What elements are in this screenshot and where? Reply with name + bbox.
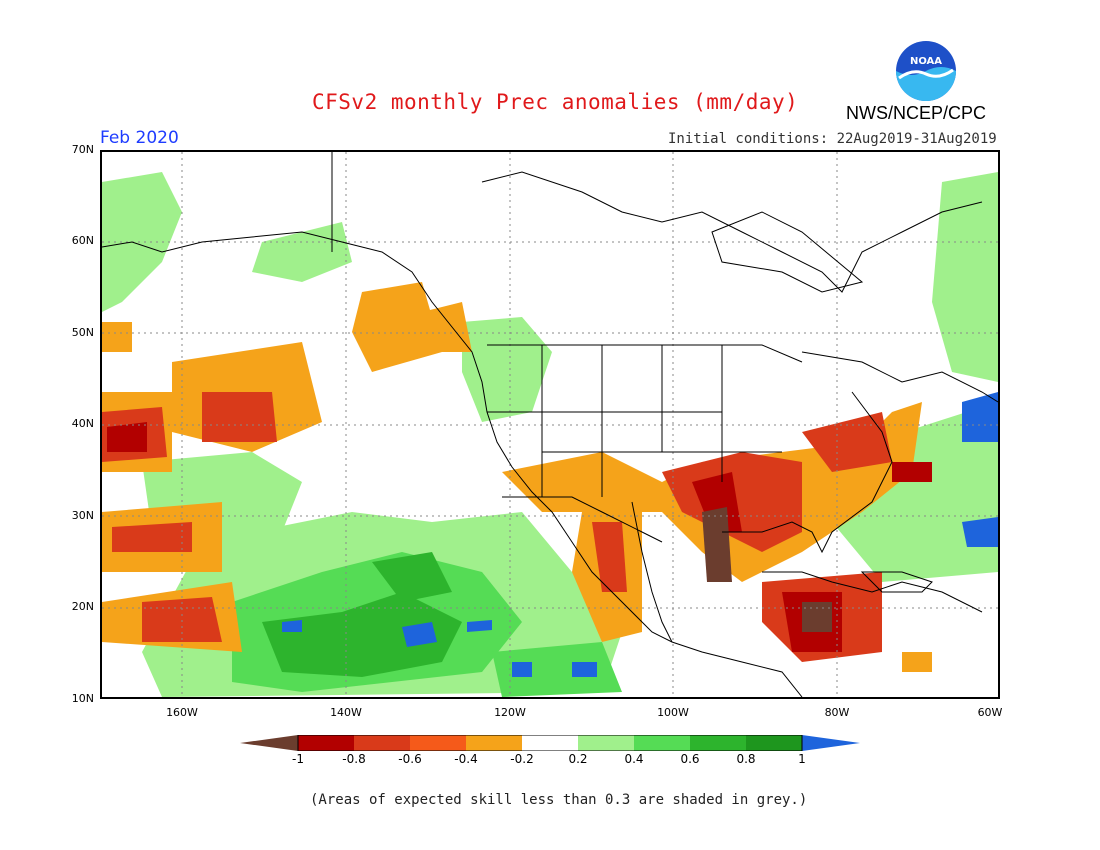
lat-label: 40N bbox=[71, 417, 94, 430]
lat-label: 50N bbox=[71, 326, 94, 339]
lon-label: 80W bbox=[824, 706, 850, 719]
lon-label: 160W bbox=[166, 706, 198, 719]
colorbar-tick: -0.6 bbox=[398, 752, 422, 766]
agency-label: NWS/NCEP/CPC bbox=[846, 103, 987, 123]
lon-label: 120W bbox=[494, 706, 526, 719]
map-title: CFSv2 monthly Prec anomalies (mm/day) bbox=[312, 90, 799, 114]
colorbar-swatch bbox=[410, 735, 466, 751]
lat-label: 60N bbox=[71, 234, 94, 247]
colorbar-swatch bbox=[746, 735, 802, 751]
precip-anomaly-map bbox=[100, 150, 1000, 699]
lon-label: 60W bbox=[977, 706, 1003, 719]
colorbar bbox=[240, 735, 860, 751]
noaa-logo: NOAA bbox=[896, 41, 956, 101]
lon-label: 140W bbox=[330, 706, 362, 719]
colorbar-arrow-low bbox=[240, 735, 298, 751]
initial-conditions: Initial conditions: 22Aug2019-31Aug2019 bbox=[668, 131, 997, 147]
lat-label: 20N bbox=[71, 600, 94, 613]
colorbar-tick: -0.8 bbox=[342, 752, 366, 766]
lat-label: 10N bbox=[71, 692, 94, 705]
lat-label: 70N bbox=[71, 143, 94, 156]
colorbar-tick: -0.4 bbox=[454, 752, 478, 766]
colorbar-swatch bbox=[690, 735, 746, 751]
colorbar-swatch bbox=[354, 735, 410, 751]
colorbar-tick: 0.4 bbox=[624, 752, 644, 766]
colorbar-swatch bbox=[522, 735, 578, 751]
political-borders bbox=[487, 344, 803, 543]
lon-label: 100W bbox=[657, 706, 689, 719]
colorbar-tick: 1 bbox=[798, 752, 806, 766]
colorbar-swatch bbox=[466, 735, 522, 751]
anomaly-shading bbox=[102, 172, 998, 697]
forecast-month: Feb 2020 bbox=[100, 128, 179, 148]
colorbar-tick: -1 bbox=[292, 752, 304, 766]
skill-footnote: (Areas of expected skill less than 0.3 a… bbox=[310, 792, 808, 808]
colorbar-swatch bbox=[578, 735, 634, 751]
colorbar-tick: 0.6 bbox=[680, 752, 700, 766]
colorbar-swatch bbox=[298, 735, 354, 751]
colorbar-swatch bbox=[634, 735, 690, 751]
map-canvas bbox=[102, 152, 998, 697]
colorbar-arrow-high bbox=[802, 735, 860, 751]
lat-label: 30N bbox=[71, 509, 94, 522]
colorbar-tick: -0.2 bbox=[510, 752, 534, 766]
logo-text: NOAA bbox=[910, 56, 942, 67]
colorbar-tick: 0.8 bbox=[736, 752, 756, 766]
colorbar-tick: 0.2 bbox=[568, 752, 588, 766]
